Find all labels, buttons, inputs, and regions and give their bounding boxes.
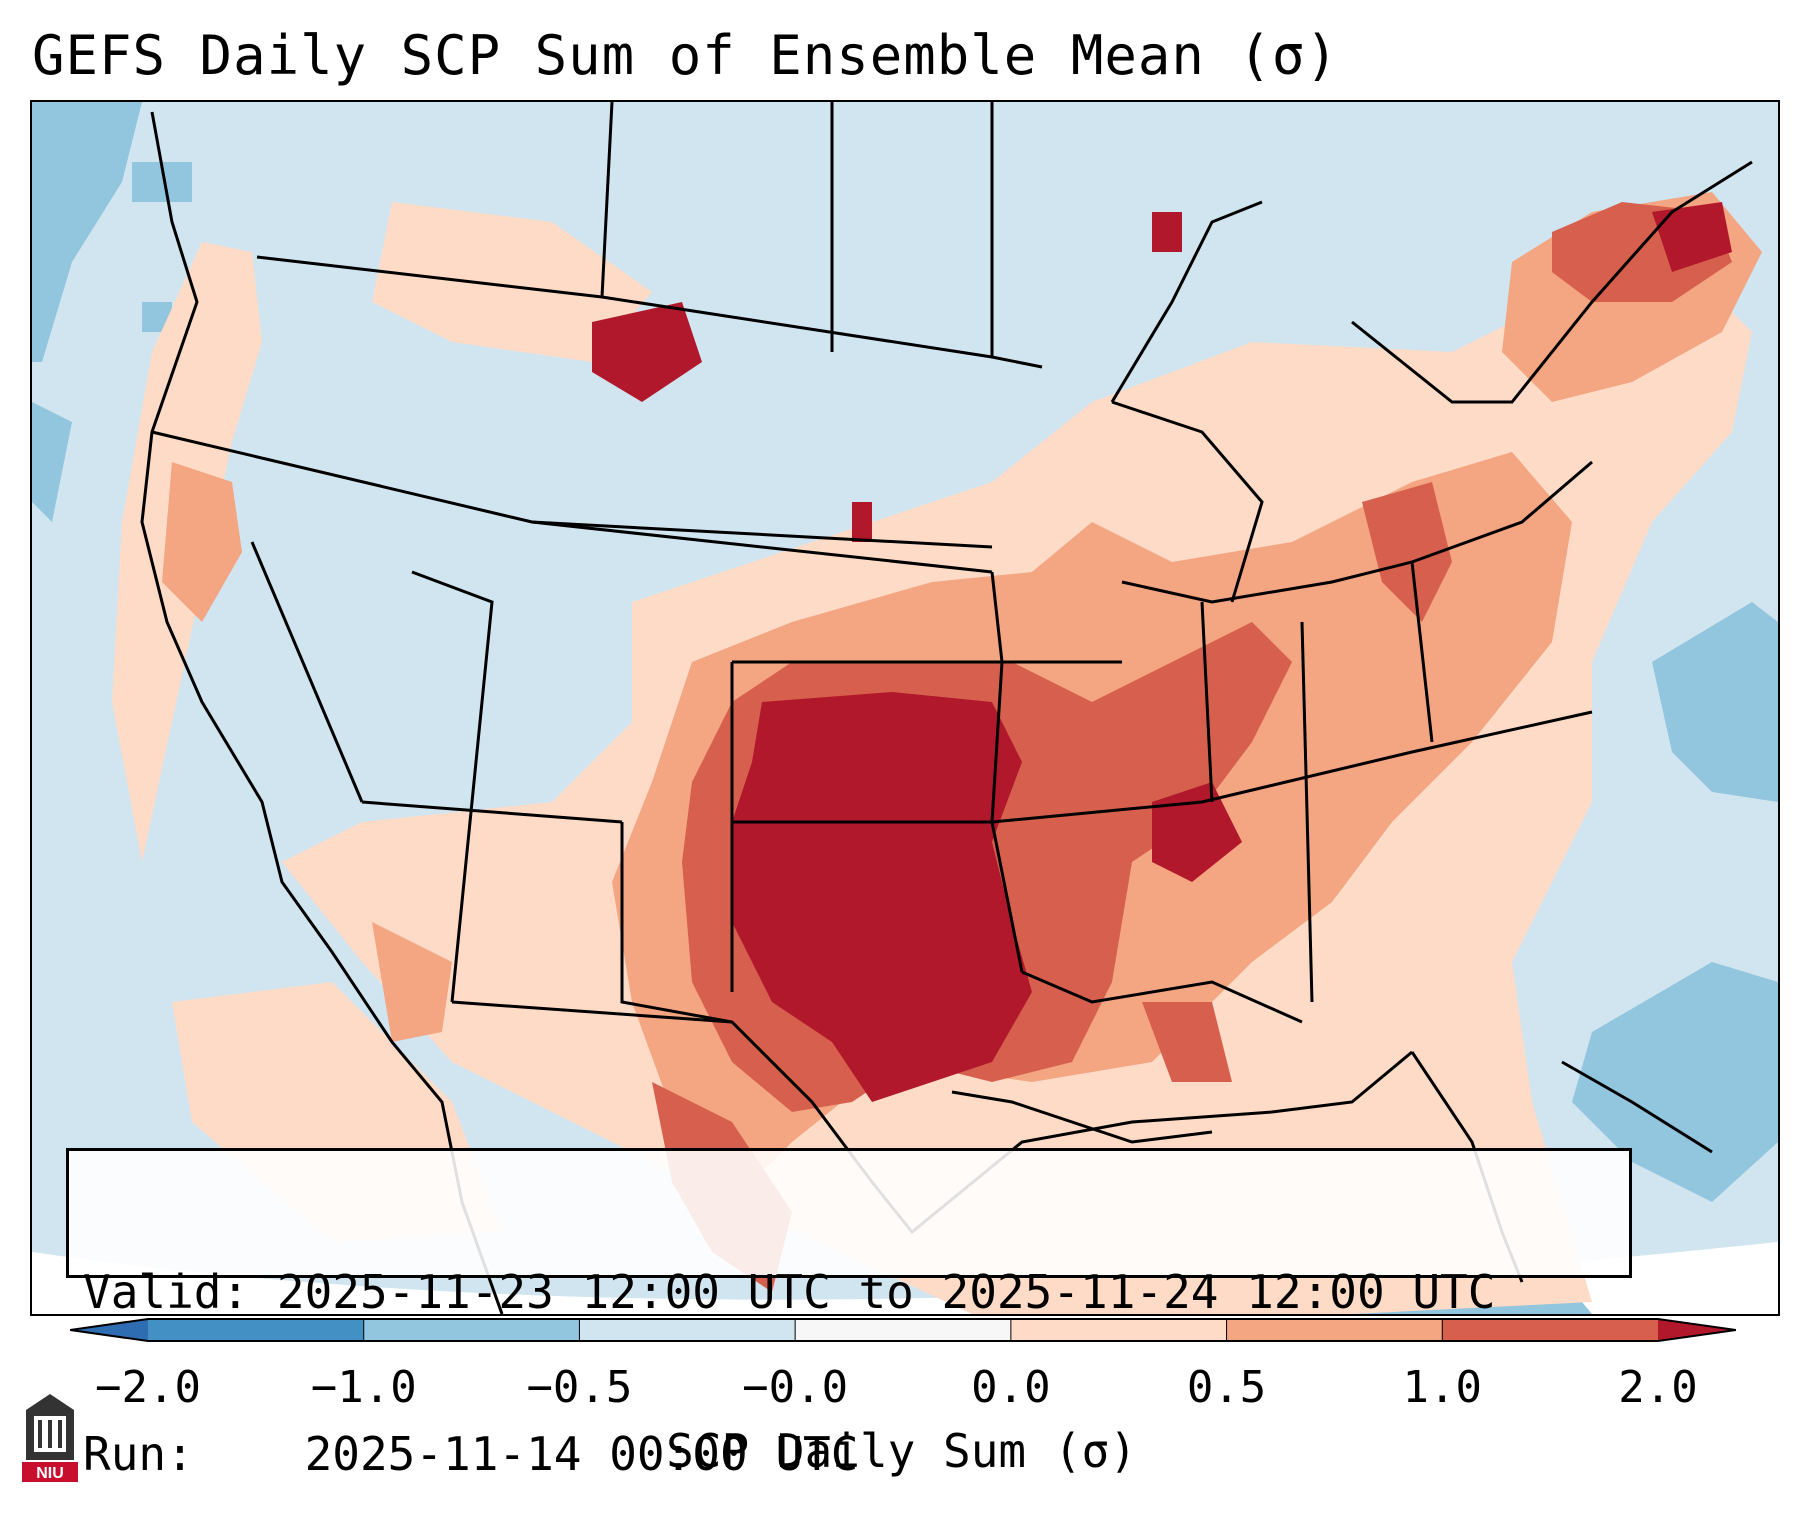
map-panel xyxy=(30,100,1780,1316)
colorbar-tick-label: 2.0 xyxy=(1618,1362,1698,1413)
colorbar-tick-label: −0.0 xyxy=(742,1362,849,1413)
valid-row: Valid: 2025-11-23 12:00 UTC to 2025-11-2… xyxy=(83,1265,1629,1319)
colorbar xyxy=(70,1318,1736,1342)
political-boundaries xyxy=(140,102,1753,1314)
colorbar-tick-label: −0.5 xyxy=(526,1362,633,1413)
colorbar-band xyxy=(1442,1319,1659,1341)
colorbar-tick-label: 1.0 xyxy=(1402,1362,1483,1413)
run-row: Run: 2025-11-14 00:00 UTC xyxy=(83,1427,1629,1481)
logo-text: NIU xyxy=(36,1465,64,1482)
positive-anomaly-extreme xyxy=(592,202,1732,1102)
niu-logo: NIU xyxy=(22,1394,78,1482)
colorbar-outline xyxy=(70,1318,1736,1342)
colorbar-band xyxy=(363,1319,580,1341)
colorbar-tick-label: 0.0 xyxy=(971,1362,1051,1413)
run-value: 2025-11-14 00:00 UTC xyxy=(304,1427,859,1481)
colorbar-tick-label: 0.5 xyxy=(1186,1362,1267,1413)
colorbar-extend-low xyxy=(70,1319,148,1341)
valid-value: 2025-11-23 12:00 UTC to 2025-11-24 12:00… xyxy=(276,1265,1496,1319)
scp-map xyxy=(32,102,1778,1314)
valid-label: Valid: xyxy=(83,1265,250,1319)
colorbar-tick-label: −2.0 xyxy=(95,1362,201,1413)
colorbar-tick-label: −1.0 xyxy=(310,1362,417,1413)
map-title: GEFS Daily SCP Sum of Ensemble Mean (σ) xyxy=(32,24,1339,87)
colorbar-band xyxy=(579,1319,796,1341)
valid-time-box: Valid: 2025-11-23 12:00 UTC to 2025-11-2… xyxy=(66,1148,1632,1481)
colorbar-extend-high xyxy=(1658,1319,1736,1341)
colorbar-band xyxy=(148,1319,365,1341)
colorbar-band xyxy=(1226,1319,1443,1341)
run-label: Run: xyxy=(83,1427,194,1481)
colorbar-band xyxy=(795,1319,1012,1341)
colorbar-band xyxy=(1010,1319,1228,1341)
colorbar-label: SCP Daily Sum (σ) xyxy=(666,1424,1137,1478)
